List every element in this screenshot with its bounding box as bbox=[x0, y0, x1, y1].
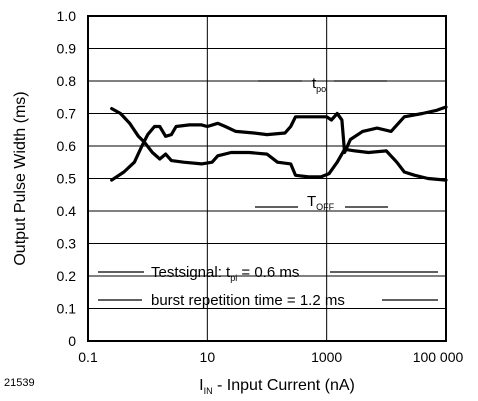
x-tick-label: 1000 bbox=[311, 349, 342, 365]
series-label-toff: TOFF bbox=[307, 193, 335, 212]
y-tick-label: 0.7 bbox=[57, 106, 77, 122]
series-label-tpo: tpo bbox=[312, 75, 326, 94]
x-tick-label: 0.1 bbox=[78, 349, 98, 365]
annotation-burst-repetition: burst repetition time = 1.2 ms bbox=[151, 292, 345, 309]
y-tick-label: 0.3 bbox=[57, 236, 77, 252]
annotation-testsignal: Testsignal: tpi = 0.6 ms bbox=[151, 264, 299, 283]
y-tick-label: 0.8 bbox=[57, 73, 77, 89]
y-tick-label: 1.0 bbox=[57, 8, 77, 24]
y-tick-label: 0.2 bbox=[57, 268, 77, 284]
series-line-tpo bbox=[110, 105, 448, 182]
x-tick-labels: 0.1 10 1000 100 000 bbox=[78, 349, 463, 365]
y-tick-label: 0.4 bbox=[57, 203, 77, 219]
series-line-toff bbox=[110, 107, 448, 182]
plot-frame bbox=[87, 15, 447, 342]
x-tick-label: 10 bbox=[200, 349, 216, 365]
y-tick-label: 0.9 bbox=[57, 41, 77, 57]
y-tick-label: 0.5 bbox=[57, 171, 77, 187]
data-series bbox=[110, 105, 448, 182]
x-axis-title: IIN - Input Current (nA) bbox=[199, 377, 355, 396]
figure-id: 21539 bbox=[4, 377, 35, 389]
y-tick-label: 0.6 bbox=[57, 138, 77, 154]
y-tick-label: 0 bbox=[68, 333, 76, 349]
y-tick-labels: 0 0.1 0.2 0.3 0.4 0.5 0.6 0.7 0.8 0.9 1.0 bbox=[57, 8, 77, 349]
annotation-leader-lines bbox=[98, 80, 438, 301]
y-axis-title: Output Pulse Width (ms) bbox=[12, 91, 29, 265]
x-tick-label: 100 000 bbox=[413, 349, 464, 365]
y-tick-label: 0.1 bbox=[57, 301, 77, 317]
